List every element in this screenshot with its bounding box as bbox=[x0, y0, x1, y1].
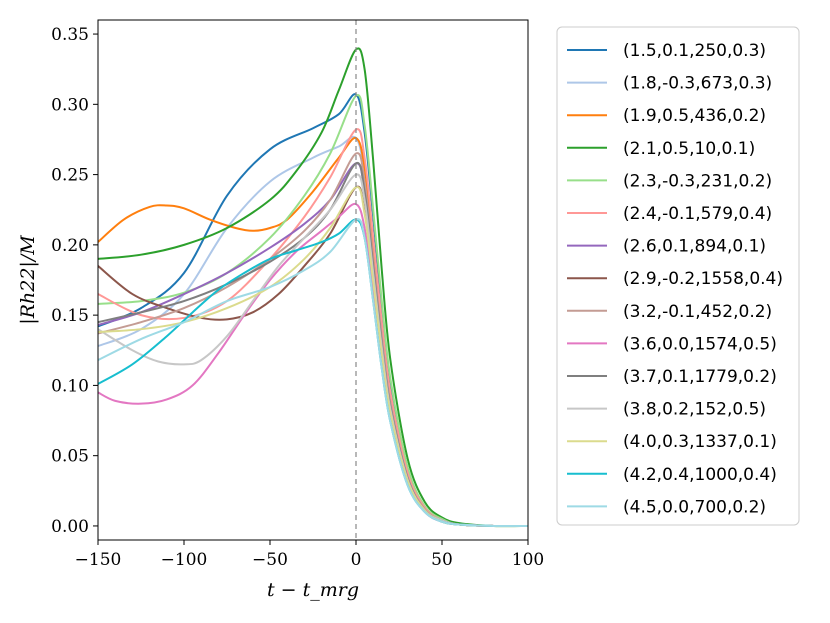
legend-entry-label: (1.8,-0.3,673,0.3) bbox=[623, 74, 772, 94]
y-axis-label: |Rh22|/M bbox=[17, 235, 39, 325]
y-tick-label: 0.35 bbox=[51, 25, 89, 45]
y-axis: 0.00 0.05 0.10 0.15 0.20 0.25 0.30 0.35 bbox=[51, 25, 98, 537]
legend-entry-label: (2.6,0.1,894,0.1) bbox=[623, 237, 766, 257]
legend-frame bbox=[556, 26, 800, 526]
y-tick-label: 0.30 bbox=[51, 95, 89, 115]
x-tick-label: 0 bbox=[351, 550, 362, 570]
legend-entry-label: (3.8,0.2,152,0.5) bbox=[623, 400, 766, 420]
x-axis: −150 −100 −50 0 50 100 bbox=[75, 540, 544, 570]
legend-entry-label: (2.1,0.5,10,0.1) bbox=[623, 139, 755, 159]
x-tick-label: −100 bbox=[161, 550, 208, 570]
legend-entry-label: (4.5,0.0,700,0.2) bbox=[623, 497, 766, 517]
legend-entry-label: (1.5,0.1,250,0.3) bbox=[623, 41, 766, 61]
legend-entry-label: (2.3,-0.3,231,0.2) bbox=[623, 171, 772, 191]
x-axis-label: t − t_mrg bbox=[267, 579, 359, 601]
x-tick-label: −150 bbox=[75, 550, 122, 570]
y-tick-label: 0.05 bbox=[51, 447, 89, 467]
legend-entry-label: (4.2,0.4,1000,0.4) bbox=[623, 465, 777, 485]
series-line-4 bbox=[98, 47, 528, 528]
legend-entry-label: (3.6,0.0,1574,0.5) bbox=[623, 334, 777, 354]
legend: (1.5,0.1,250,0.3) (1.8,-0.3,673,0.3) (1.9,… bbox=[556, 26, 800, 526]
x-tick-label: 50 bbox=[431, 550, 453, 570]
y-tick-label: 0.10 bbox=[51, 376, 89, 396]
series-line-15 bbox=[98, 218, 528, 528]
legend-entry-label: (1.9,0.5,436,0.2) bbox=[623, 106, 766, 126]
legend-entry-label: (3.7,0.1,1779,0.2) bbox=[623, 367, 777, 387]
legend-entry-label: (2.9,-0.2,1558,0.4) bbox=[623, 269, 783, 289]
y-tick-label: 0.25 bbox=[51, 166, 89, 186]
y-tick-label: 0.15 bbox=[51, 306, 89, 326]
plot-area bbox=[98, 20, 528, 540]
legend-entry-label: (2.4,-0.1,579,0.4) bbox=[623, 204, 772, 224]
plot-frame bbox=[97, 19, 529, 541]
legend-entry-label: (4.0,0.3,1337,0.1) bbox=[623, 432, 777, 452]
x-tick-label: −50 bbox=[252, 550, 288, 570]
y-tick-label: 0.20 bbox=[51, 236, 89, 256]
x-tick-label: 100 bbox=[512, 550, 544, 570]
y-tick-label: 0.00 bbox=[51, 517, 89, 537]
legend-entry-label: (3.2,-0.1,452,0.2) bbox=[623, 302, 772, 322]
